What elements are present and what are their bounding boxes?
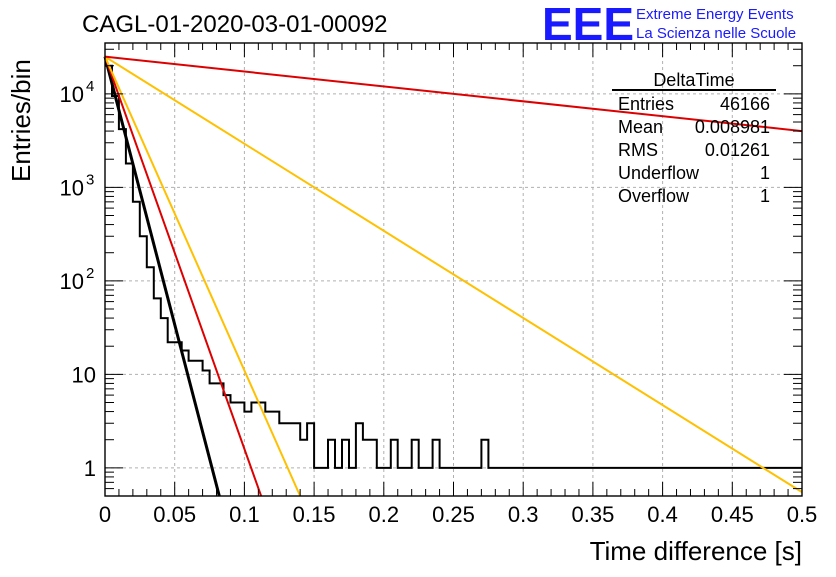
org-name-line1: Extreme Energy Events: [636, 6, 794, 23]
x-tick-label: 0.5: [787, 502, 818, 527]
fit-curve-4: [104, 55, 803, 493]
x-tick-label: 0.1: [229, 502, 260, 527]
x-tick-label: 0.4: [647, 502, 678, 527]
stats-label-entries: Entries: [618, 94, 674, 114]
y-tick-label: 10: [72, 362, 96, 387]
stats-value-overflow: 1: [760, 186, 770, 206]
stats-value-rms: 0.01261: [705, 140, 770, 160]
x-tick-label: 0.35: [571, 502, 614, 527]
stats-label-underflow: Underflow: [618, 163, 700, 183]
y-tick-exponent: 2: [86, 265, 94, 282]
stats-value-mean: 0.008981: [695, 117, 770, 137]
fit-curve-2: [104, 56, 263, 497]
y-axis-title: Entries/bin: [6, 59, 36, 182]
x-tick-label: 0.45: [711, 502, 754, 527]
x-tick-label: 0.3: [508, 502, 539, 527]
x-tick-label: 0.2: [369, 502, 400, 527]
fit-curve-1: [103, 56, 221, 497]
fit-curve-3: [104, 56, 302, 497]
y-tick-label: 10: [60, 269, 84, 294]
stats-box: DeltaTime Entries 46166 Mean 0.008981 RM…: [612, 70, 776, 206]
axis-ticks: [104, 43, 803, 496]
eee-logo: EEE: [542, 0, 634, 50]
stats-value-underflow: 1: [760, 163, 770, 183]
stats-title: DeltaTime: [653, 70, 734, 90]
stats-value-entries: 46166: [720, 94, 770, 114]
stats-label-mean: Mean: [618, 117, 663, 137]
grid-lines: [105, 43, 802, 496]
x-axis-title: Time difference [s]: [590, 536, 802, 566]
y-tick-exponent: 4: [86, 78, 94, 95]
stats-label-rms: RMS: [618, 140, 658, 160]
x-tick-label: 0: [99, 502, 111, 527]
y-tick-exponent: 3: [86, 171, 94, 188]
x-tick-label: 0.15: [293, 502, 336, 527]
histogram-series: [105, 64, 802, 469]
y-tick-label: 1: [84, 456, 96, 481]
org-name-line2: La Scienza nelle Scuole: [636, 25, 796, 42]
y-tick-label: 10: [60, 175, 84, 200]
y-tick-label: 10: [60, 82, 84, 107]
fit-curve-5: [104, 55, 803, 133]
histogram-step-line: [105, 64, 802, 469]
stats-label-overflow: Overflow: [618, 186, 690, 206]
x-tick-label: 0.05: [153, 502, 196, 527]
x-tick-label: 0.25: [432, 502, 475, 527]
fit-curves: [103, 55, 803, 497]
x-tick-labels: 0 0.05 0.1 0.15 0.2 0.25 0.3 0.35 0.4 0.45 0.5: [99, 502, 817, 527]
run-title: CAGL-01-2020-03-01-00092: [82, 11, 388, 38]
